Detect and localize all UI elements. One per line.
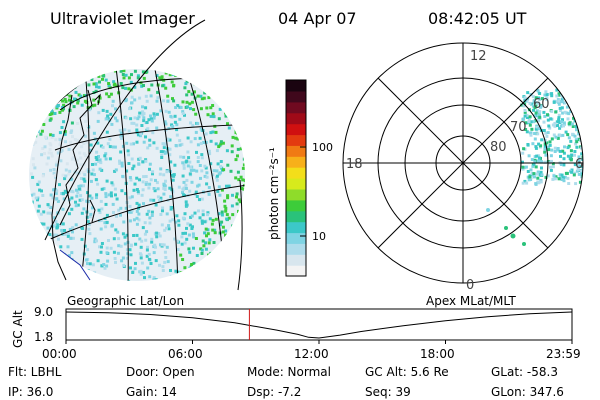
- mlt-label-6: 6: [575, 157, 583, 172]
- observation-time: 08:42:05 UT: [428, 9, 527, 28]
- mlt-label-18: 18: [346, 157, 363, 172]
- observation-date: 04 Apr 07: [278, 9, 357, 28]
- mlt-label-12: 12: [470, 49, 487, 64]
- instrument-title: Ultraviolet Imager: [50, 9, 195, 28]
- status-mode: Mode: Normal: [247, 365, 331, 379]
- timeline-ylabel: GC Alt: [11, 310, 25, 348]
- mlt-label-0: 0: [466, 278, 474, 293]
- geo-grid: [39, 69, 245, 281]
- status-gain: Gain: 14: [126, 385, 177, 399]
- polar-plot: 12 18 6 0 60 70 80: [342, 42, 584, 293]
- time-tick-0600: 06:00: [168, 347, 203, 361]
- colorbar-tick-100: 100: [312, 141, 333, 154]
- status-glat: GLat: -58.3: [491, 365, 558, 379]
- colorbar-tick-10: 10: [312, 230, 326, 243]
- time-tick-1800: 18:00: [420, 347, 455, 361]
- lat-label-60: 60: [533, 97, 550, 112]
- timeline-right-caption: Apex MLat/MLT: [426, 294, 516, 308]
- timeline-yvalue-low: 1.8: [34, 330, 53, 344]
- status-gc-alt: GC Alt: 5.6 Re: [365, 365, 449, 379]
- status-filter: Flt: LBHL: [8, 365, 62, 379]
- time-tick-0000: 00:00: [42, 347, 77, 361]
- header: Ultraviolet Imager 04 Apr 07 08:42:05 UT: [50, 9, 527, 28]
- time-tick-2359: 23:59: [546, 347, 581, 361]
- time-tick-1200: 12:00: [294, 347, 329, 361]
- timeline-yvalue-high: 9.0: [34, 305, 53, 319]
- colorbar-unit-label: photon cm⁻²s⁻¹: [267, 147, 281, 240]
- timeline-left-caption: Geographic Lat/Lon: [67, 294, 184, 308]
- status-footer: Flt: LBHL IP: 36.0 Door: Open Gain: 14 M…: [8, 365, 564, 399]
- outer-arcs: [44, 19, 243, 291]
- colorbar: 100 10 photon cm⁻²s⁻¹: [267, 79, 333, 277]
- status-glon: GLon: 347.6: [491, 385, 564, 399]
- imager-disk: [29, 19, 245, 291]
- altitude-curve: [65, 311, 572, 339]
- status-door: Door: Open: [126, 365, 195, 379]
- lat-label-80: 80: [490, 140, 507, 155]
- status-ip: IP: 36.0: [8, 385, 53, 399]
- lat-label-70: 70: [510, 120, 527, 135]
- status-seq: Seq: 39: [365, 385, 411, 399]
- coastline: [51, 89, 101, 281]
- status-dsp: Dsp: -7.2: [247, 385, 301, 399]
- timeline-panel: Geographic Lat/Lon Apex MLat/MLT GC Alt …: [11, 294, 581, 361]
